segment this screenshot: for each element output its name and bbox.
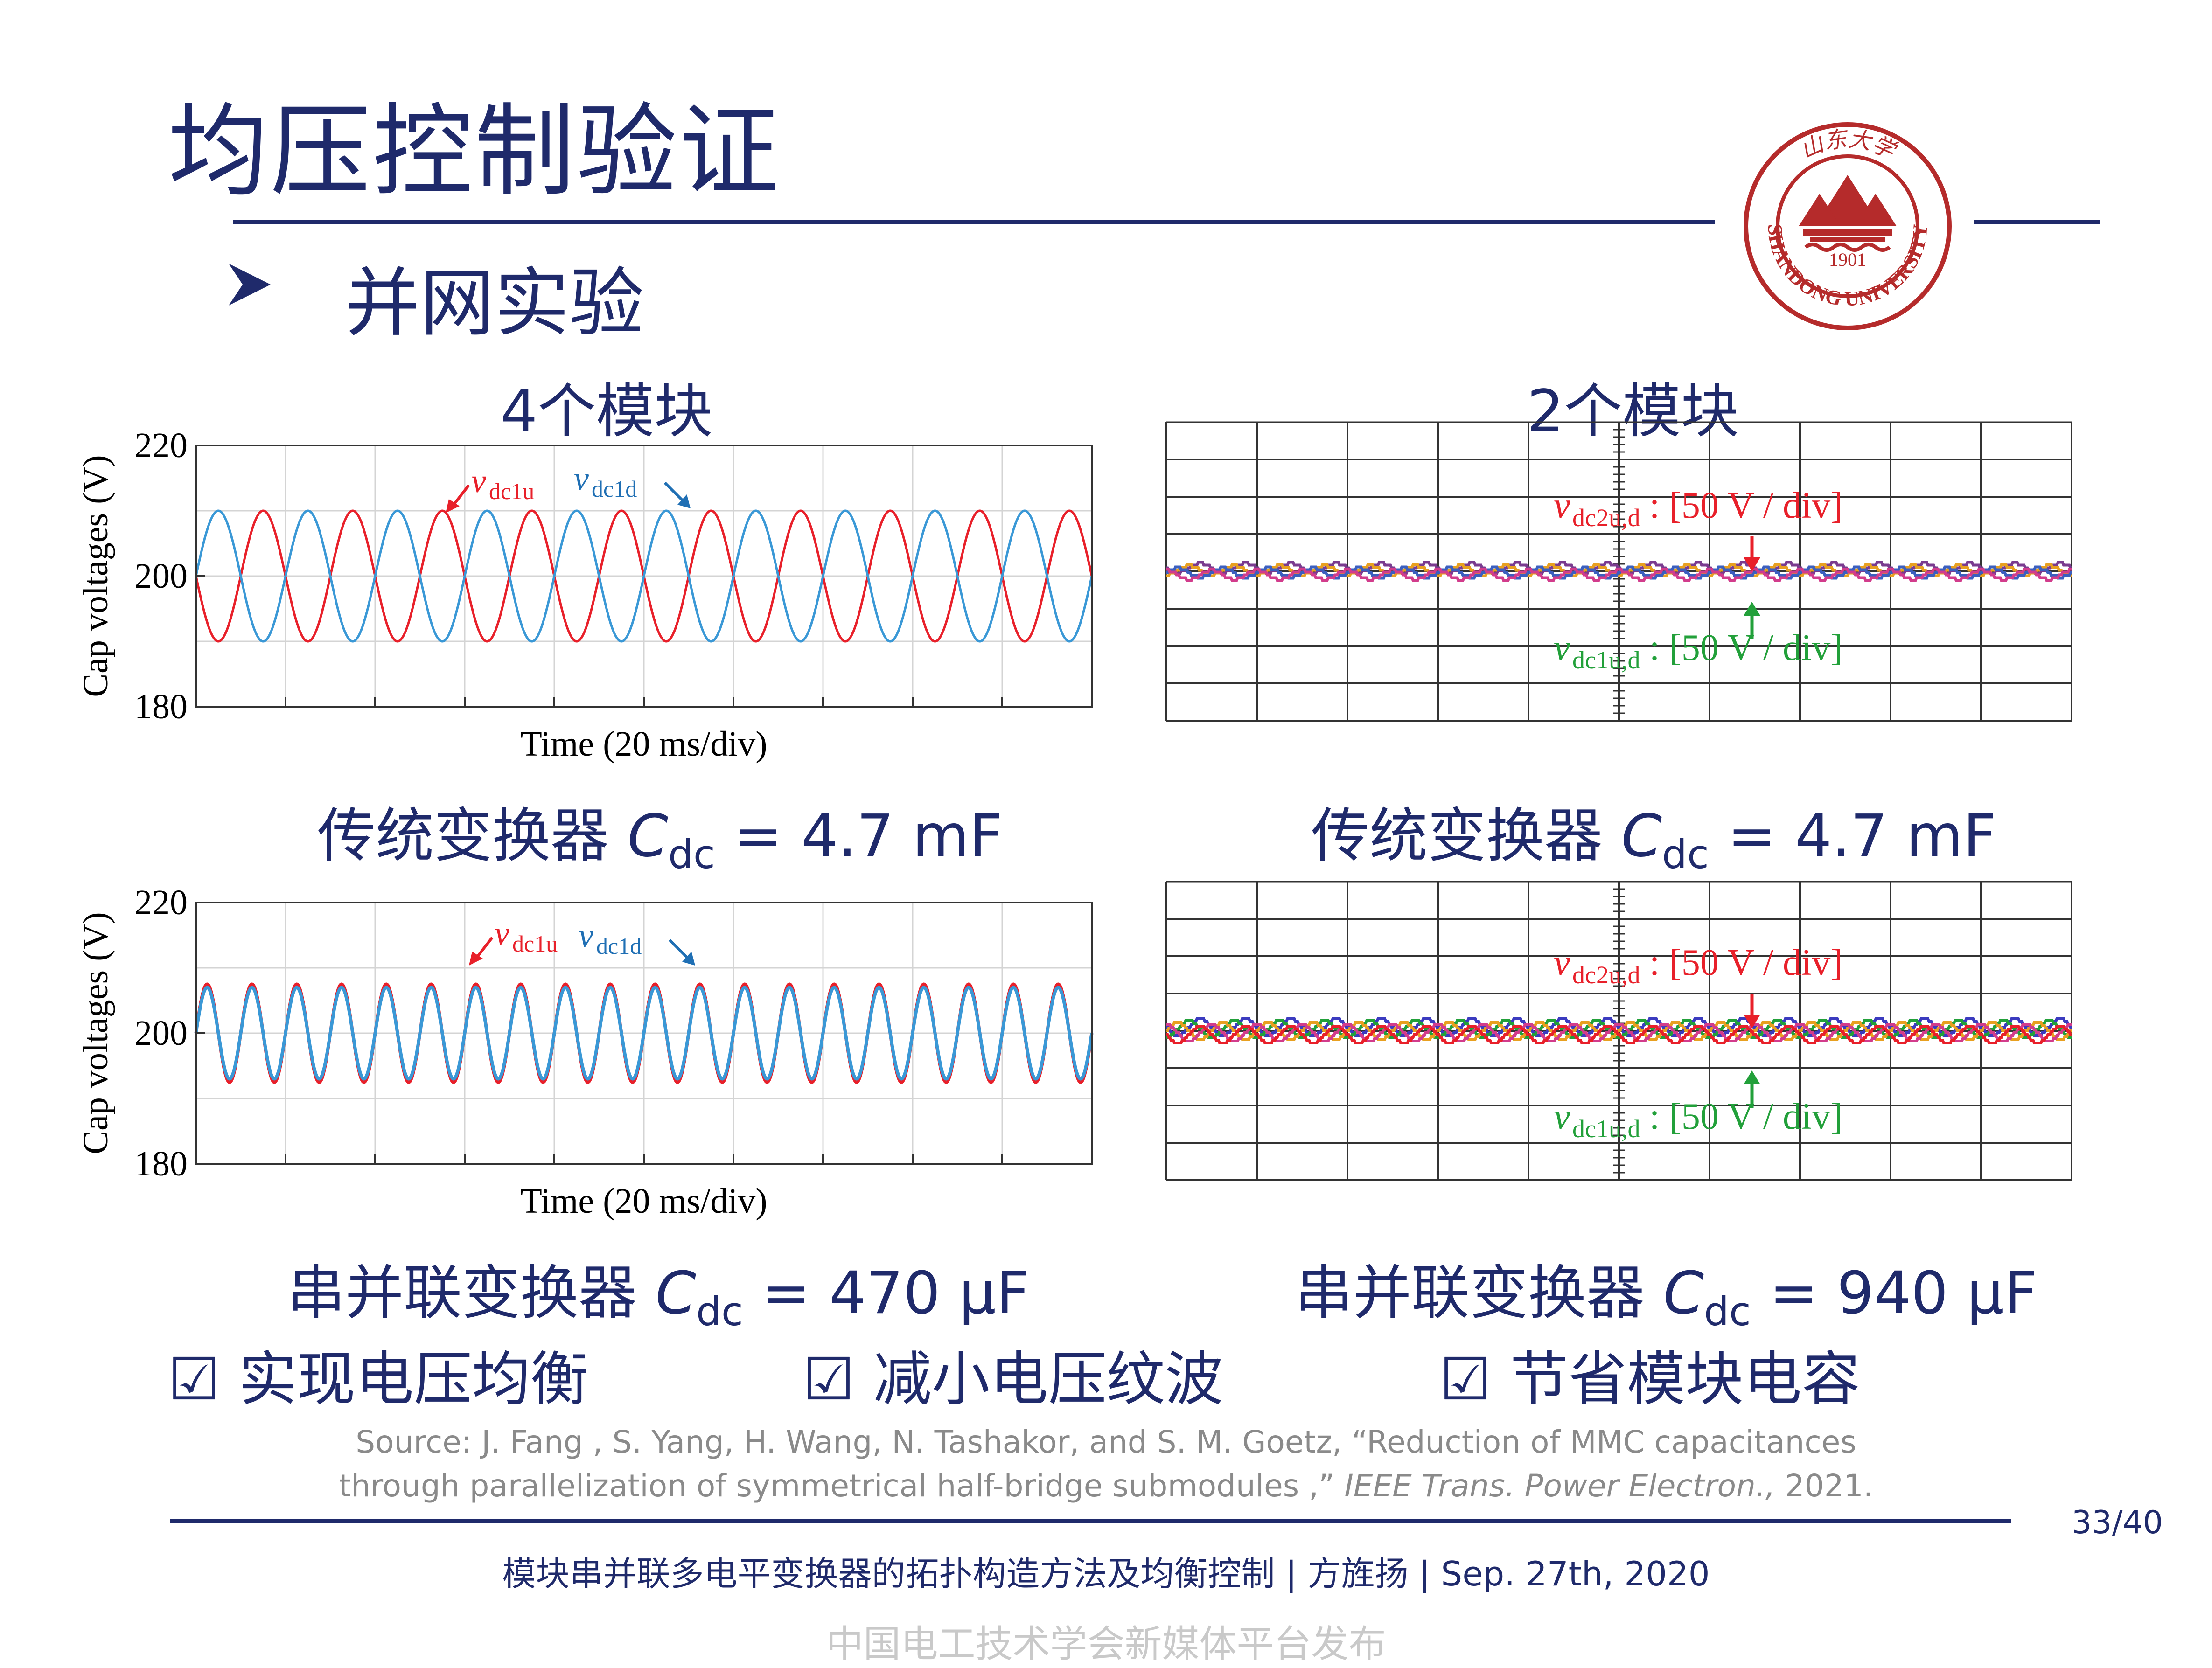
legend-vdc1u-sub: dc1u [512, 931, 558, 957]
y-tick-label: 220 [134, 883, 188, 922]
legend-arrow-u [451, 484, 470, 507]
caption-left-top: 传统变换器 Cdc = 4.7 mF [317, 802, 1003, 878]
scope-label-top-sub: dc2u,d [1572, 961, 1640, 989]
scope-trace [1166, 565, 2072, 580]
source-citation: Source: J. Fang , S. Yang, H. Wang, N. T… [0, 1420, 2212, 1508]
footer-rule [170, 1519, 2011, 1523]
page-number: 33/40 [2072, 1504, 2163, 1541]
y-tick-label: 200 [134, 556, 188, 596]
university-logo: SHANDONG UNIVERSITY 山东大学 1901 [1744, 122, 1952, 330]
right-column-header: 2个模块 [1527, 378, 1739, 445]
y-tick-label: 200 [134, 1014, 188, 1053]
scope-label-top: v [1554, 942, 1570, 983]
series-line-vdc1d [194, 986, 1094, 1081]
footer-text: 模块串并联多电平变换器的拓扑构造方法及均衡控制 | 方旌扬 | Sep. 27t… [502, 1554, 1710, 1593]
sim-chart-series-parallel: 180 200 220 Cap voltages (V) Time (20 ms/div… [76, 883, 1094, 1221]
legend-arrowhead-u [469, 952, 483, 966]
title-rule-right [1974, 220, 2100, 224]
legend-vdc1u: v [495, 915, 509, 952]
page-title: 均压控制验证 [168, 93, 781, 210]
series-line-vdc1d [195, 509, 1093, 643]
scope-arrowhead-bottom [1744, 602, 1760, 616]
source-line-2: through parallelization of symmetrical h… [339, 1468, 1873, 1504]
scope-label-top: v [1554, 485, 1570, 526]
caption-right-bottom: 串并联变换器 Cdc = 940 μF [1295, 1259, 2038, 1335]
x-axis-label: Time (20 ms/div) [520, 724, 767, 764]
legend-arrow-u [474, 937, 494, 959]
scope-label-top-text: : [50 V / div] [1649, 485, 1843, 526]
scope-label-top-sub: dc2u,d [1572, 504, 1640, 532]
scope-label-bottom-text: : [50 V / div] [1649, 1096, 1843, 1137]
scope-arrowhead-top [1744, 557, 1760, 571]
y-axis-label: Cap voltages (V) [76, 912, 115, 1154]
check-item-capacitance: ☑ 节省模块电容 [1439, 1346, 1860, 1413]
legend-vdc1u-sub: dc1u [489, 478, 534, 504]
y-tick-label: 220 [134, 426, 188, 465]
scope-label-bottom-sub: dc1u,d [1572, 1115, 1640, 1143]
y-tick-label: 180 [134, 1144, 188, 1183]
arrow-bullet-icon [229, 264, 271, 306]
title-rule-left [233, 220, 1715, 224]
scope-trace [1166, 1023, 2072, 1042]
legend-vdc1d: v [579, 917, 593, 954]
section-subtitle: 并网实验 [345, 259, 644, 347]
y-axis-label: Cap voltages (V) [76, 455, 115, 697]
sim-chart-conventional: 180 200 220 Cap voltages (V) Time (20 ms/div… [76, 426, 1093, 764]
scope-label-top-text: : [50 V / div] [1649, 942, 1843, 983]
scope-plot-series-parallel: v dc2u,d: [50 V / div]v dc1u,d: [50 V / di… [1165, 881, 2072, 1181]
source-line-1: Source: J. Fang , S. Yang, H. Wang, N. T… [356, 1424, 1856, 1460]
legend-vdc1u: v [471, 462, 486, 500]
scope-label-bottom: v [1554, 627, 1570, 668]
legend-arrowhead-d [682, 952, 695, 966]
y-tick-label: 180 [134, 687, 188, 726]
legend-vdc1d-sub: dc1d [592, 476, 637, 502]
scope-trace [1166, 568, 2072, 582]
watermark: 中国电工技术学会新媒体平台发布 [826, 1622, 1386, 1666]
scope-arrowhead-top [1744, 1015, 1760, 1029]
scope-label-bottom-sub: dc1u,d [1572, 646, 1640, 674]
caption-right-top: 传统变换器 Cdc = 4.7 mF [1311, 802, 1997, 878]
x-axis-label: Time (20 ms/div) [520, 1182, 767, 1221]
legend-vdc1d-sub: dc1d [596, 933, 642, 959]
scope-arrowhead-bottom [1744, 1070, 1760, 1084]
legend-arrowhead-d [677, 494, 691, 508]
scope-plot-conventional: v dc2u,d: [50 V / div]v dc1u,d: [50 V / di… [1165, 421, 2072, 722]
legend-vdc1d: v [574, 460, 589, 497]
legend-arrow-d [663, 481, 685, 503]
logo-year: 1901 [1829, 249, 1866, 270]
left-column-header: 4个模块 [500, 378, 713, 445]
caption-left-bottom: 串并联变换器 Cdc = 470 μF [287, 1259, 1030, 1335]
legend-arrow-d [668, 938, 690, 960]
scope-trace [1166, 1025, 2072, 1044]
scope-label-bottom: v [1554, 1096, 1570, 1137]
scope-label-bottom-text: : [50 V / div] [1649, 627, 1843, 668]
check-item-ripple: ☑ 减小电压纹波 [802, 1346, 1223, 1413]
legend-arrowhead-u [446, 499, 460, 513]
check-item-balance: ☑ 实现电压均衡 [168, 1346, 589, 1413]
